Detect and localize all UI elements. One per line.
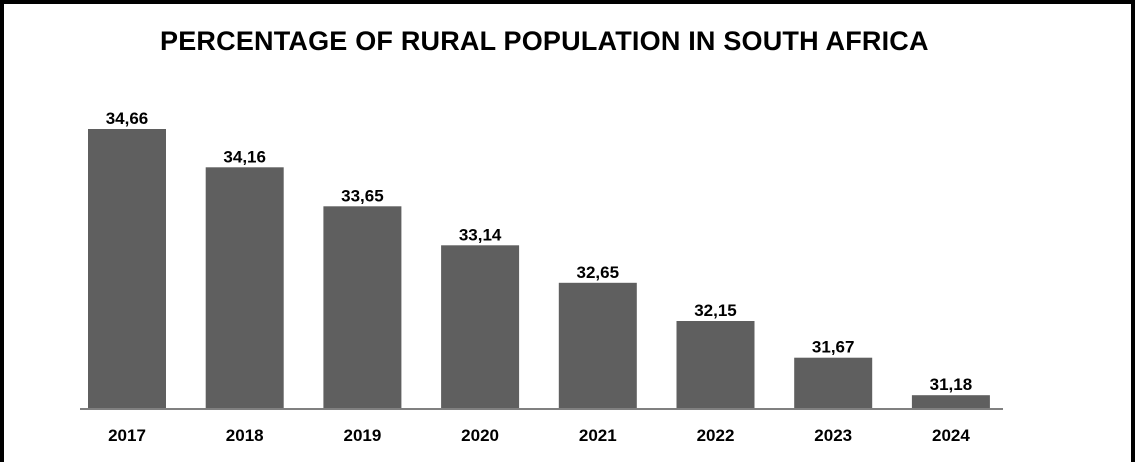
chart-title: PERCENTAGE OF RURAL POPULATION IN SOUTH …	[160, 26, 929, 56]
x-tick-label-2017: 2017	[108, 426, 146, 445]
value-label-2018: 34,16	[223, 147, 266, 166]
value-label-2017: 34,66	[106, 109, 149, 128]
bar-2020	[441, 245, 520, 409]
tick-labels-group: 2017 2018 2019 2020 2021 2022 2023 2024	[108, 426, 970, 445]
x-tick-label-2020: 2020	[461, 426, 499, 445]
value-label-2023: 31,67	[812, 338, 855, 357]
bar-2022	[676, 321, 755, 409]
value-label-2024: 31,18	[930, 375, 973, 394]
x-tick-label-2024: 2024	[932, 426, 970, 445]
value-label-2022: 32,15	[694, 301, 737, 320]
x-tick-label-2021: 2021	[579, 426, 617, 445]
x-tick-label-2019: 2019	[343, 426, 381, 445]
value-label-2020: 33,14	[459, 225, 502, 244]
x-tick-label-2023: 2023	[814, 426, 852, 445]
value-label-2019: 33,65	[341, 186, 384, 205]
x-tick-label-2022: 2022	[697, 426, 735, 445]
bar-2021	[558, 282, 637, 409]
x-tick-label-2018: 2018	[226, 426, 264, 445]
value-label-2021: 32,65	[577, 263, 620, 282]
value-labels-group: 34,66 34,16 33,65 33,14 32,65 32,15 31,67 31,18	[106, 109, 972, 394]
bars-group	[88, 129, 990, 409]
bar-2018	[205, 167, 284, 409]
bar-2023	[794, 357, 873, 409]
bar-2017	[88, 129, 166, 409]
bar-2024	[911, 395, 990, 409]
bar-2019	[323, 206, 402, 409]
